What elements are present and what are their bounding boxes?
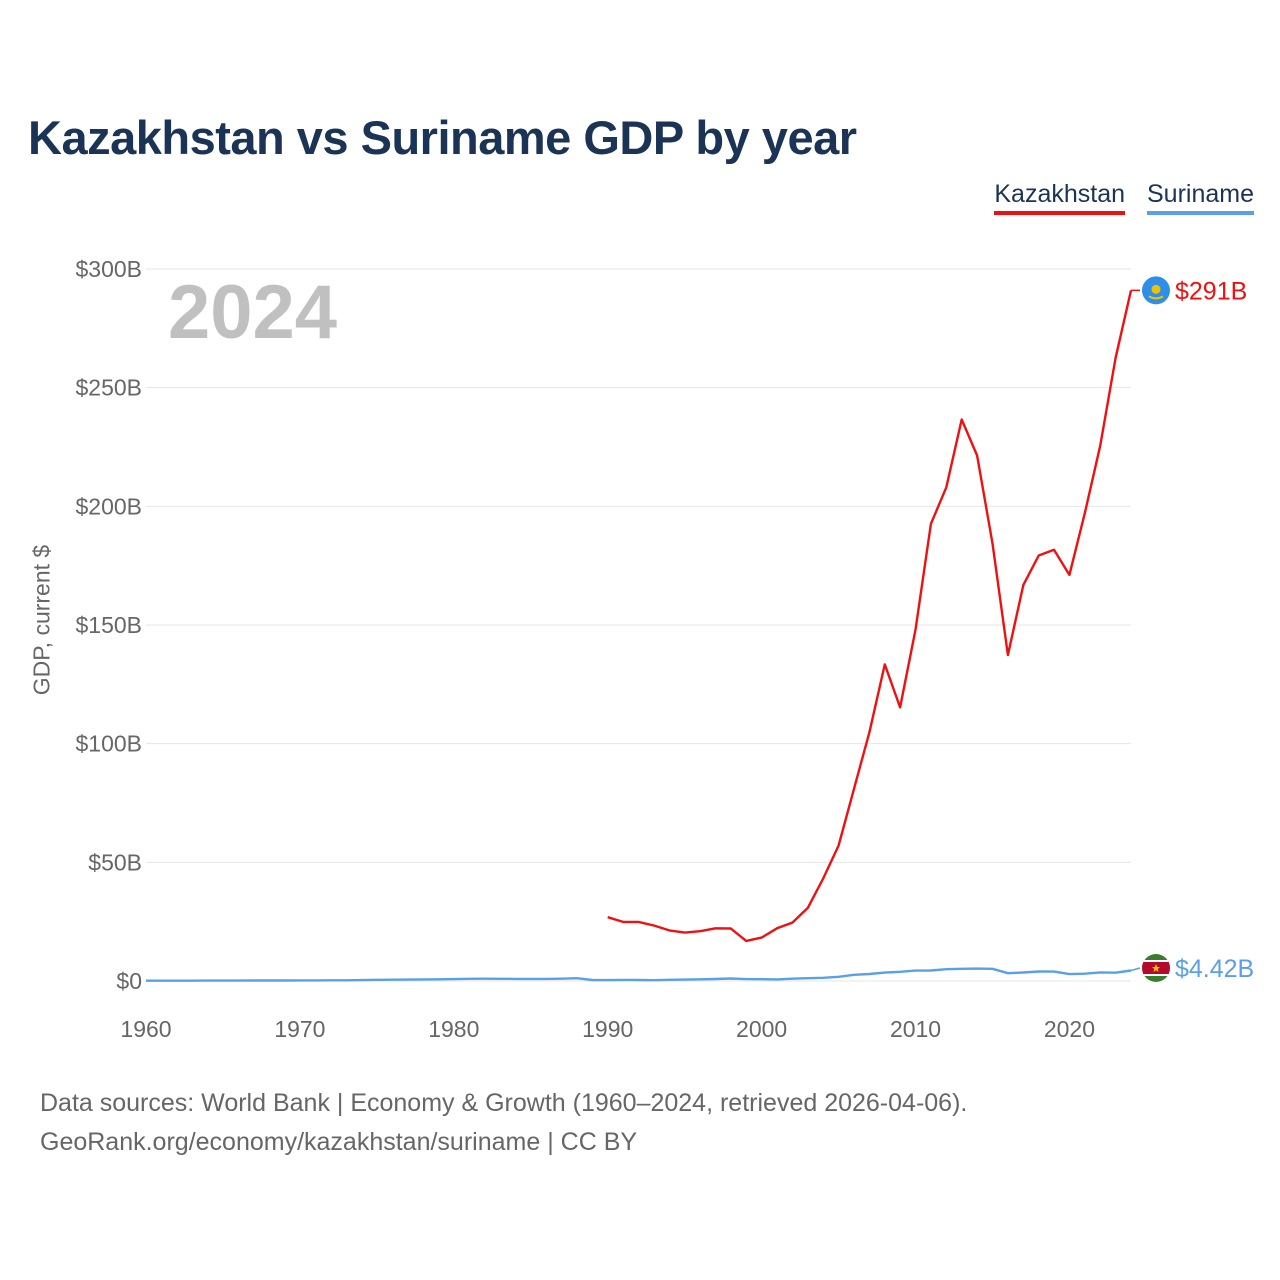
year-watermark: 2024 [168, 270, 337, 355]
y-tick-label: $0 [116, 968, 142, 994]
flag-kazakhstan-eagle [1148, 295, 1164, 300]
y-tick-label: $150B [75, 612, 142, 638]
x-tick-label: 2020 [1044, 1016, 1095, 1042]
legend-item-suriname[interactable]: Suriname [1147, 180, 1254, 215]
x-tick-label: 2010 [890, 1016, 941, 1042]
chart-title: Kazakhstan vs Suriname GDP by year [28, 111, 857, 164]
end-connector-suriname [1130, 967, 1141, 972]
x-tick-label: 1980 [428, 1016, 479, 1042]
end-label-kazakhstan: $291B [1175, 277, 1247, 305]
y-tick-label: $300B [75, 256, 142, 282]
flag-suriname-star [1152, 964, 1160, 972]
flag-kazakhstan-icon [1142, 276, 1170, 305]
y-tick-label: $50B [88, 849, 142, 875]
flag-suriname-stripes [1142, 954, 1170, 982]
x-tick-label: 2000 [736, 1016, 787, 1042]
end-label-suriname: $4.42B [1175, 955, 1254, 983]
y-tick-label: $250B [75, 375, 142, 401]
x-tick-label: 1990 [582, 1016, 633, 1042]
flag-suriname-icon [1142, 954, 1170, 982]
x-tick-label: 1960 [120, 1016, 171, 1042]
series-line-suriname [146, 967, 1132, 982]
y-tick-label: $200B [75, 493, 142, 519]
source-note: Data sources: World Bank | Economy & Gro… [40, 1084, 967, 1162]
series-line-kazakhstan [607, 290, 1133, 943]
source-line-2[interactable]: GeoRank.org/economy/kazakhstan/suriname … [40, 1128, 638, 1156]
flag-kazakhstan-sun [1151, 284, 1161, 294]
legend-item-kazakhstan[interactable]: Kazakhstan [994, 180, 1125, 215]
y-tick-label: $100B [75, 731, 142, 757]
x-tick-label: 1970 [274, 1016, 325, 1042]
source-line-1: Data sources: World Bank | Economy & Gro… [40, 1089, 968, 1117]
legend: Kazakhstan Suriname [994, 180, 1254, 215]
